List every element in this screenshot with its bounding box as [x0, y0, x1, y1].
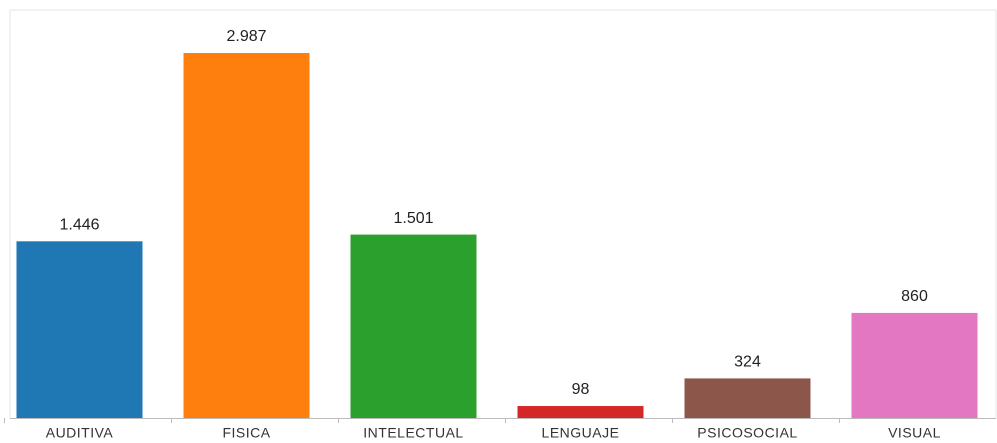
value-label: 98	[572, 381, 590, 398]
value-label: 860	[901, 288, 928, 305]
value-label: 1.501	[393, 210, 433, 227]
bar	[183, 53, 310, 418]
x-tick-label: VISUAL	[888, 425, 941, 441]
bar	[517, 406, 644, 418]
bar	[851, 312, 978, 418]
bar	[684, 378, 811, 418]
bar	[350, 234, 477, 418]
value-label: 2.987	[226, 28, 266, 45]
value-label: 324	[734, 354, 761, 371]
x-tick-label: PSICOSOCIAL	[697, 425, 797, 441]
x-tick-label: AUDITIVA	[46, 425, 114, 441]
x-tick-label: FISICA	[222, 425, 270, 441]
bar	[16, 241, 143, 418]
value-label: 1.446	[59, 217, 99, 234]
x-tick-label: INTELECTUAL	[363, 425, 463, 441]
x-tick-label: LENGUAJE	[542, 425, 620, 441]
